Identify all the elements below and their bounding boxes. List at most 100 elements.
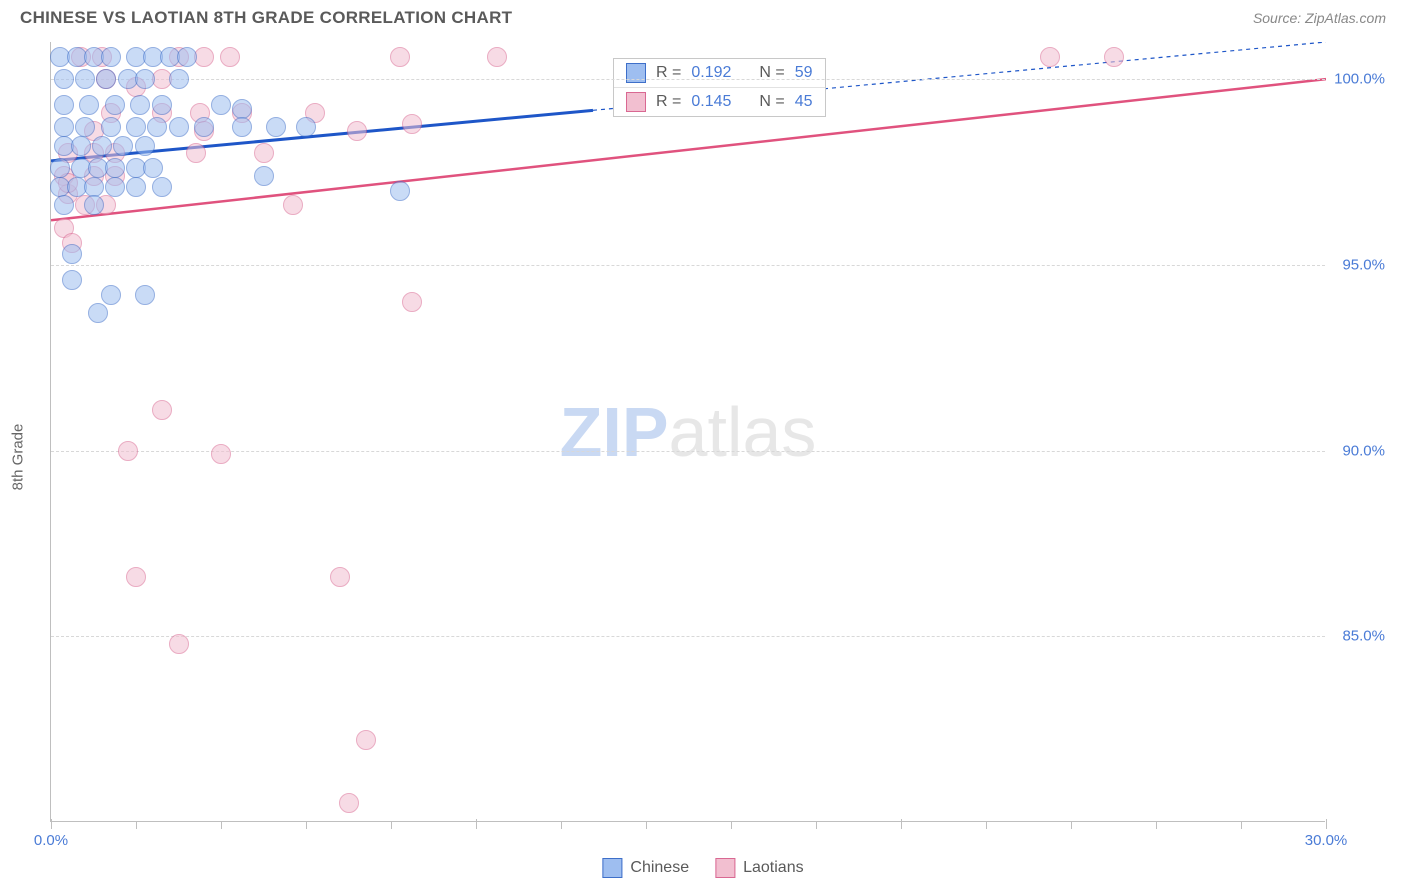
data-point <box>211 444 231 464</box>
data-point <box>54 117 74 137</box>
data-point <box>1104 47 1124 67</box>
data-point <box>54 95 74 115</box>
data-point <box>88 303 108 323</box>
gridline <box>51 451 1325 452</box>
plot-area: ZIPatlas R =0.192N =59R =0.145N =45 85.0… <box>50 42 1325 822</box>
data-point <box>84 177 104 197</box>
data-point <box>487 47 507 67</box>
x-tick <box>306 822 307 829</box>
data-point <box>62 244 82 264</box>
data-point <box>283 195 303 215</box>
data-point <box>135 69 155 89</box>
watermark-bold: ZIP <box>560 393 669 471</box>
chart-header: CHINESE VS LAOTIAN 8TH GRADE CORRELATION… <box>0 0 1406 32</box>
data-point <box>232 99 252 119</box>
data-point <box>177 47 197 67</box>
data-point <box>152 177 172 197</box>
data-point <box>220 47 240 67</box>
data-point <box>50 158 70 178</box>
data-point <box>84 195 104 215</box>
trend-lines <box>51 42 1326 822</box>
data-point <box>194 47 214 67</box>
x-tick <box>1071 822 1072 829</box>
data-point <box>126 567 146 587</box>
data-point <box>101 285 121 305</box>
data-point <box>390 181 410 201</box>
corr-n-value: 45 <box>795 93 813 111</box>
data-point <box>402 292 422 312</box>
data-point <box>330 567 350 587</box>
x-tick <box>731 822 732 829</box>
data-point <box>79 95 99 115</box>
data-point <box>101 117 121 137</box>
x-tick <box>561 822 562 829</box>
corr-row: R =0.192N =59 <box>614 59 825 87</box>
data-point <box>54 195 74 215</box>
data-point <box>130 95 150 115</box>
gridline <box>51 636 1325 637</box>
y-tick-label: 90.0% <box>1342 442 1385 459</box>
data-point <box>118 441 138 461</box>
data-point <box>105 177 125 197</box>
data-point <box>113 136 133 156</box>
data-point <box>126 117 146 137</box>
chart-container: 8th Grade ZIPatlas R =0.192N =59 R = 0.145… <box>0 32 1406 882</box>
data-point <box>71 136 91 156</box>
corr-row: R = 0.145 N = 45 <box>614 87 825 116</box>
data-point <box>96 69 116 89</box>
bottom-legend: Chinese Laotians <box>602 858 803 878</box>
legend-swatch-icon <box>602 858 622 878</box>
y-tick-label: 95.0% <box>1342 256 1385 273</box>
data-point <box>75 69 95 89</box>
y-tick-label: 100.0% <box>1334 71 1385 88</box>
corr-n-label: N = <box>759 93 784 111</box>
data-point <box>254 143 274 163</box>
chart-source: Source: ZipAtlas.com <box>1253 10 1386 26</box>
correlation-box: R =0.192N =59 R = 0.145 N = 45 <box>613 58 826 117</box>
x-tick <box>986 822 987 829</box>
data-point <box>254 166 274 186</box>
data-point <box>1040 47 1060 67</box>
data-point <box>152 400 172 420</box>
x-tick <box>1156 822 1157 829</box>
data-point <box>347 121 367 141</box>
y-axis-title: 8th Grade <box>10 424 27 491</box>
data-point <box>143 158 163 178</box>
x-tick <box>136 822 137 829</box>
x-tick <box>221 822 222 829</box>
data-point <box>339 793 359 813</box>
data-point <box>169 117 189 137</box>
x-tick-label: 30.0% <box>1305 832 1348 849</box>
data-point <box>390 47 410 67</box>
data-point <box>62 270 82 290</box>
y-tick-label: 85.0% <box>1342 628 1385 645</box>
legend-swatch-icon <box>715 858 735 878</box>
legend-item-chinese: Chinese <box>602 858 689 878</box>
corr-r-label: R = <box>656 93 681 111</box>
data-point <box>126 177 146 197</box>
data-point <box>105 95 125 115</box>
x-tick <box>816 822 817 829</box>
legend-label: Chinese <box>630 859 689 877</box>
data-point <box>266 117 286 137</box>
legend-label: Laotians <box>743 859 804 877</box>
data-point <box>54 69 74 89</box>
data-point <box>356 730 376 750</box>
data-point <box>92 136 112 156</box>
data-point <box>402 114 422 134</box>
gridline <box>51 265 1325 266</box>
corr-r-value: 0.145 <box>691 93 731 111</box>
x-tick <box>1326 819 1327 829</box>
x-tick <box>901 819 902 829</box>
data-point <box>147 117 167 137</box>
x-tick <box>646 822 647 829</box>
gridline <box>51 79 1325 80</box>
data-point <box>105 158 125 178</box>
watermark-light: atlas <box>669 393 817 471</box>
x-tick-label: 0.0% <box>34 832 68 849</box>
data-point <box>75 117 95 137</box>
data-point <box>135 285 155 305</box>
data-point <box>169 634 189 654</box>
x-tick <box>1241 822 1242 829</box>
data-point <box>232 117 252 137</box>
